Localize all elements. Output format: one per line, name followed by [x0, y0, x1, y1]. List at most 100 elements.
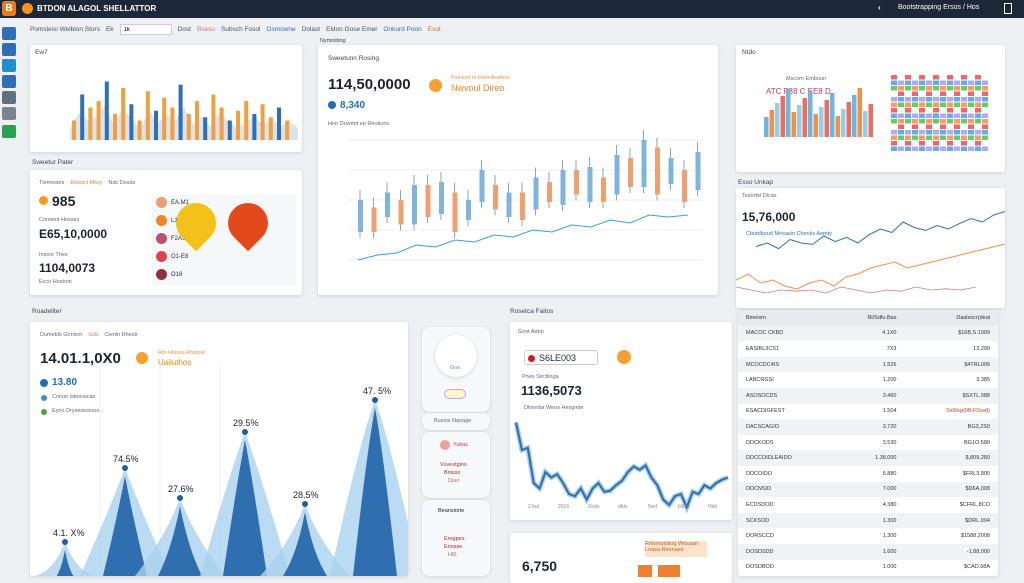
sidebar-chart-icon[interactable] — [2, 59, 16, 72]
price-badge[interactable]: S6LE003 — [524, 350, 598, 365]
bar — [285, 120, 290, 140]
coin-row[interactable]: O1-E8 — [156, 251, 188, 262]
summary-card[interactable]: Beansiorte Eregpes Enosse Ht5 — [422, 500, 490, 576]
table-row[interactable]: MCOCDC4IS 1.526 $4TRL006 — [738, 356, 998, 373]
toolbar-button[interactable]: Subsch Fosol — [221, 26, 261, 33]
table-row[interactable]: ECDSDOD 4.380 $CFRL,8CO — [738, 497, 998, 513]
table-cell: 1.504 — [882, 408, 897, 415]
table-row[interactable]: SCKSOD 1.300 $DRL.004 — [738, 512, 998, 529]
toolbar-button[interactable]: Eldon Gose Emer — [326, 26, 378, 33]
toolbar-label: Pomsleisi Welbion Stors — [30, 26, 100, 33]
tab[interactable]: Dumebls Gonlsm — [40, 332, 83, 338]
bar — [775, 103, 780, 137]
coin-row[interactable]: O16 — [156, 269, 182, 280]
heat-cell — [891, 75, 897, 80]
heat-cell — [912, 80, 918, 85]
sidebar-wallet-icon[interactable] — [2, 43, 16, 56]
table-row[interactable]: DDCNSID 7.000 $D6A,008 — [738, 481, 998, 498]
user-menu[interactable]: Bootstrapping Ersos / Hos — [898, 4, 980, 11]
coin-icon — [156, 215, 167, 226]
table-row[interactable]: DACSCAGIO 3.720 BG3,2S0 — [738, 419, 998, 435]
tab[interactable]: Tlemestes — [39, 180, 65, 186]
sidebar-settings-icon[interactable] — [2, 91, 16, 104]
candle — [439, 182, 444, 214]
label: Ecco Hosbon — [39, 279, 72, 285]
heat-cell — [926, 97, 932, 102]
card-line: Bnisss — [444, 470, 461, 476]
toggle-icon[interactable] — [444, 389, 466, 399]
toolbar-button[interactable]: Dolast — [301, 26, 321, 33]
heat-cell — [905, 75, 911, 80]
trend-line — [357, 214, 689, 261]
back-icon[interactable]: ‹ — [878, 3, 881, 12]
sidebar-home-icon[interactable] — [2, 27, 16, 40]
heat-cell — [898, 102, 904, 107]
dot-icon — [40, 379, 48, 387]
heat-cell — [891, 80, 897, 85]
candle — [385, 192, 390, 217]
sidebar-docs-icon[interactable] — [2, 107, 16, 120]
column-header[interactable]: Ri/Sdfu.Bas — [867, 314, 897, 321]
bitcoin-icon — [22, 3, 33, 14]
menu-icon[interactable] — [1004, 3, 1012, 14]
toolbar-button[interactable]: Dost — [177, 26, 191, 33]
table-cell: 7.000 — [882, 486, 897, 493]
table-row[interactable]: ASOSOCDS 3.460 $SXTL.088 — [738, 387, 998, 404]
axis-label: Hno Dowmd ep Reutions — [328, 121, 390, 127]
tab[interactable]: Etosscl Mksy — [70, 180, 103, 186]
coin-row[interactable]: F2AS — [156, 233, 186, 244]
table-row[interactable]: DDCCOIDLEAIDO 1.38,000 $,809,280 — [738, 450, 998, 466]
price-value: 15,76,000 — [742, 210, 796, 224]
card-title: Beansiorte — [438, 508, 465, 514]
title-bar: B BTDON ALAGOL SHELLATTOR ‹ Bootstrappin… — [0, 0, 1024, 18]
heat-cell — [919, 146, 925, 151]
candle — [479, 170, 485, 202]
heat-cell — [982, 113, 988, 118]
heat-cell — [926, 124, 932, 129]
filter-input[interactable] — [119, 24, 172, 35]
tab[interactable]: Ndc Desds — [108, 180, 136, 186]
bar — [244, 101, 249, 140]
peak-marker — [177, 495, 183, 501]
table-row[interactable]: ESACDIGFEST 1.504 Sst0ep(0B,F0ssd) — [738, 404, 998, 420]
mountain-chart: 4.1. X% 74.5% 27.6% 29.5% 28.5% 47. 5% — [30, 362, 408, 576]
heat-cell — [982, 86, 988, 91]
heat-cell — [933, 91, 939, 96]
gauge-card[interactable]: Gos — [422, 327, 490, 412]
heat-cell — [926, 130, 932, 135]
heat-cell — [933, 75, 939, 80]
peak-label: 27.6% — [168, 484, 194, 494]
table-row[interactable]: DOSDBOD 1.000 $CAD.68A — [738, 560, 998, 576]
toolbar-button[interactable]: Bsesu — [196, 26, 216, 33]
coin-row[interactable]: EA.M1 — [156, 197, 189, 208]
heat-cell — [940, 80, 946, 85]
table-row[interactable]: DDCOIDO 5.880 $FRL3,800 — [738, 466, 998, 482]
sidebar-exit-icon[interactable] — [2, 125, 16, 138]
tab[interactable]: Gsb — [88, 332, 99, 338]
table-row[interactable]: DDCKODS 3.530 BG1O.580 — [738, 435, 998, 451]
table-row[interactable]: DOSDSDD 1.600 -1,88,000 — [738, 543, 998, 560]
toolbar-button[interactable]: Exot — [427, 26, 441, 33]
peak-label: 74.5% — [113, 454, 139, 464]
toolbar-button[interactable]: Onkurd Poon — [383, 26, 422, 33]
heat-cell — [961, 80, 967, 85]
status-card[interactable]: Yukas Vuvestgins Bnisss Dser — [422, 432, 490, 498]
sidebar-trade-icon[interactable] — [2, 75, 16, 88]
sub-value: 8,340 — [340, 100, 366, 111]
heat-cell — [975, 102, 981, 107]
column-header[interactable]: Daslsocr(deal — [956, 314, 990, 321]
table-row[interactable]: LABCRGSI 1.200 3.385 — [738, 372, 998, 388]
table-cell: BG3,2S0 — [967, 423, 990, 430]
table-row[interactable]: MACOC CKBD 4.1X0 $16B,S.1009 — [738, 325, 998, 342]
table-row[interactable]: DORSCCD 1.300 $1588,2008 — [738, 528, 998, 544]
bar — [824, 100, 829, 137]
mountain-peak — [283, 512, 327, 576]
toolbar-button[interactable]: Osmowne — [266, 26, 296, 33]
heat-cell — [919, 102, 925, 107]
column-header[interactable]: Bmeism — [746, 314, 766, 321]
table-row[interactable]: EASIBL3CS1 7X3 13,290 — [738, 341, 998, 357]
business-button[interactable]: Busins Nanage — [422, 413, 490, 430]
tab[interactable]: Cemln Rhestr — [104, 332, 138, 338]
heat-cell — [940, 124, 946, 129]
